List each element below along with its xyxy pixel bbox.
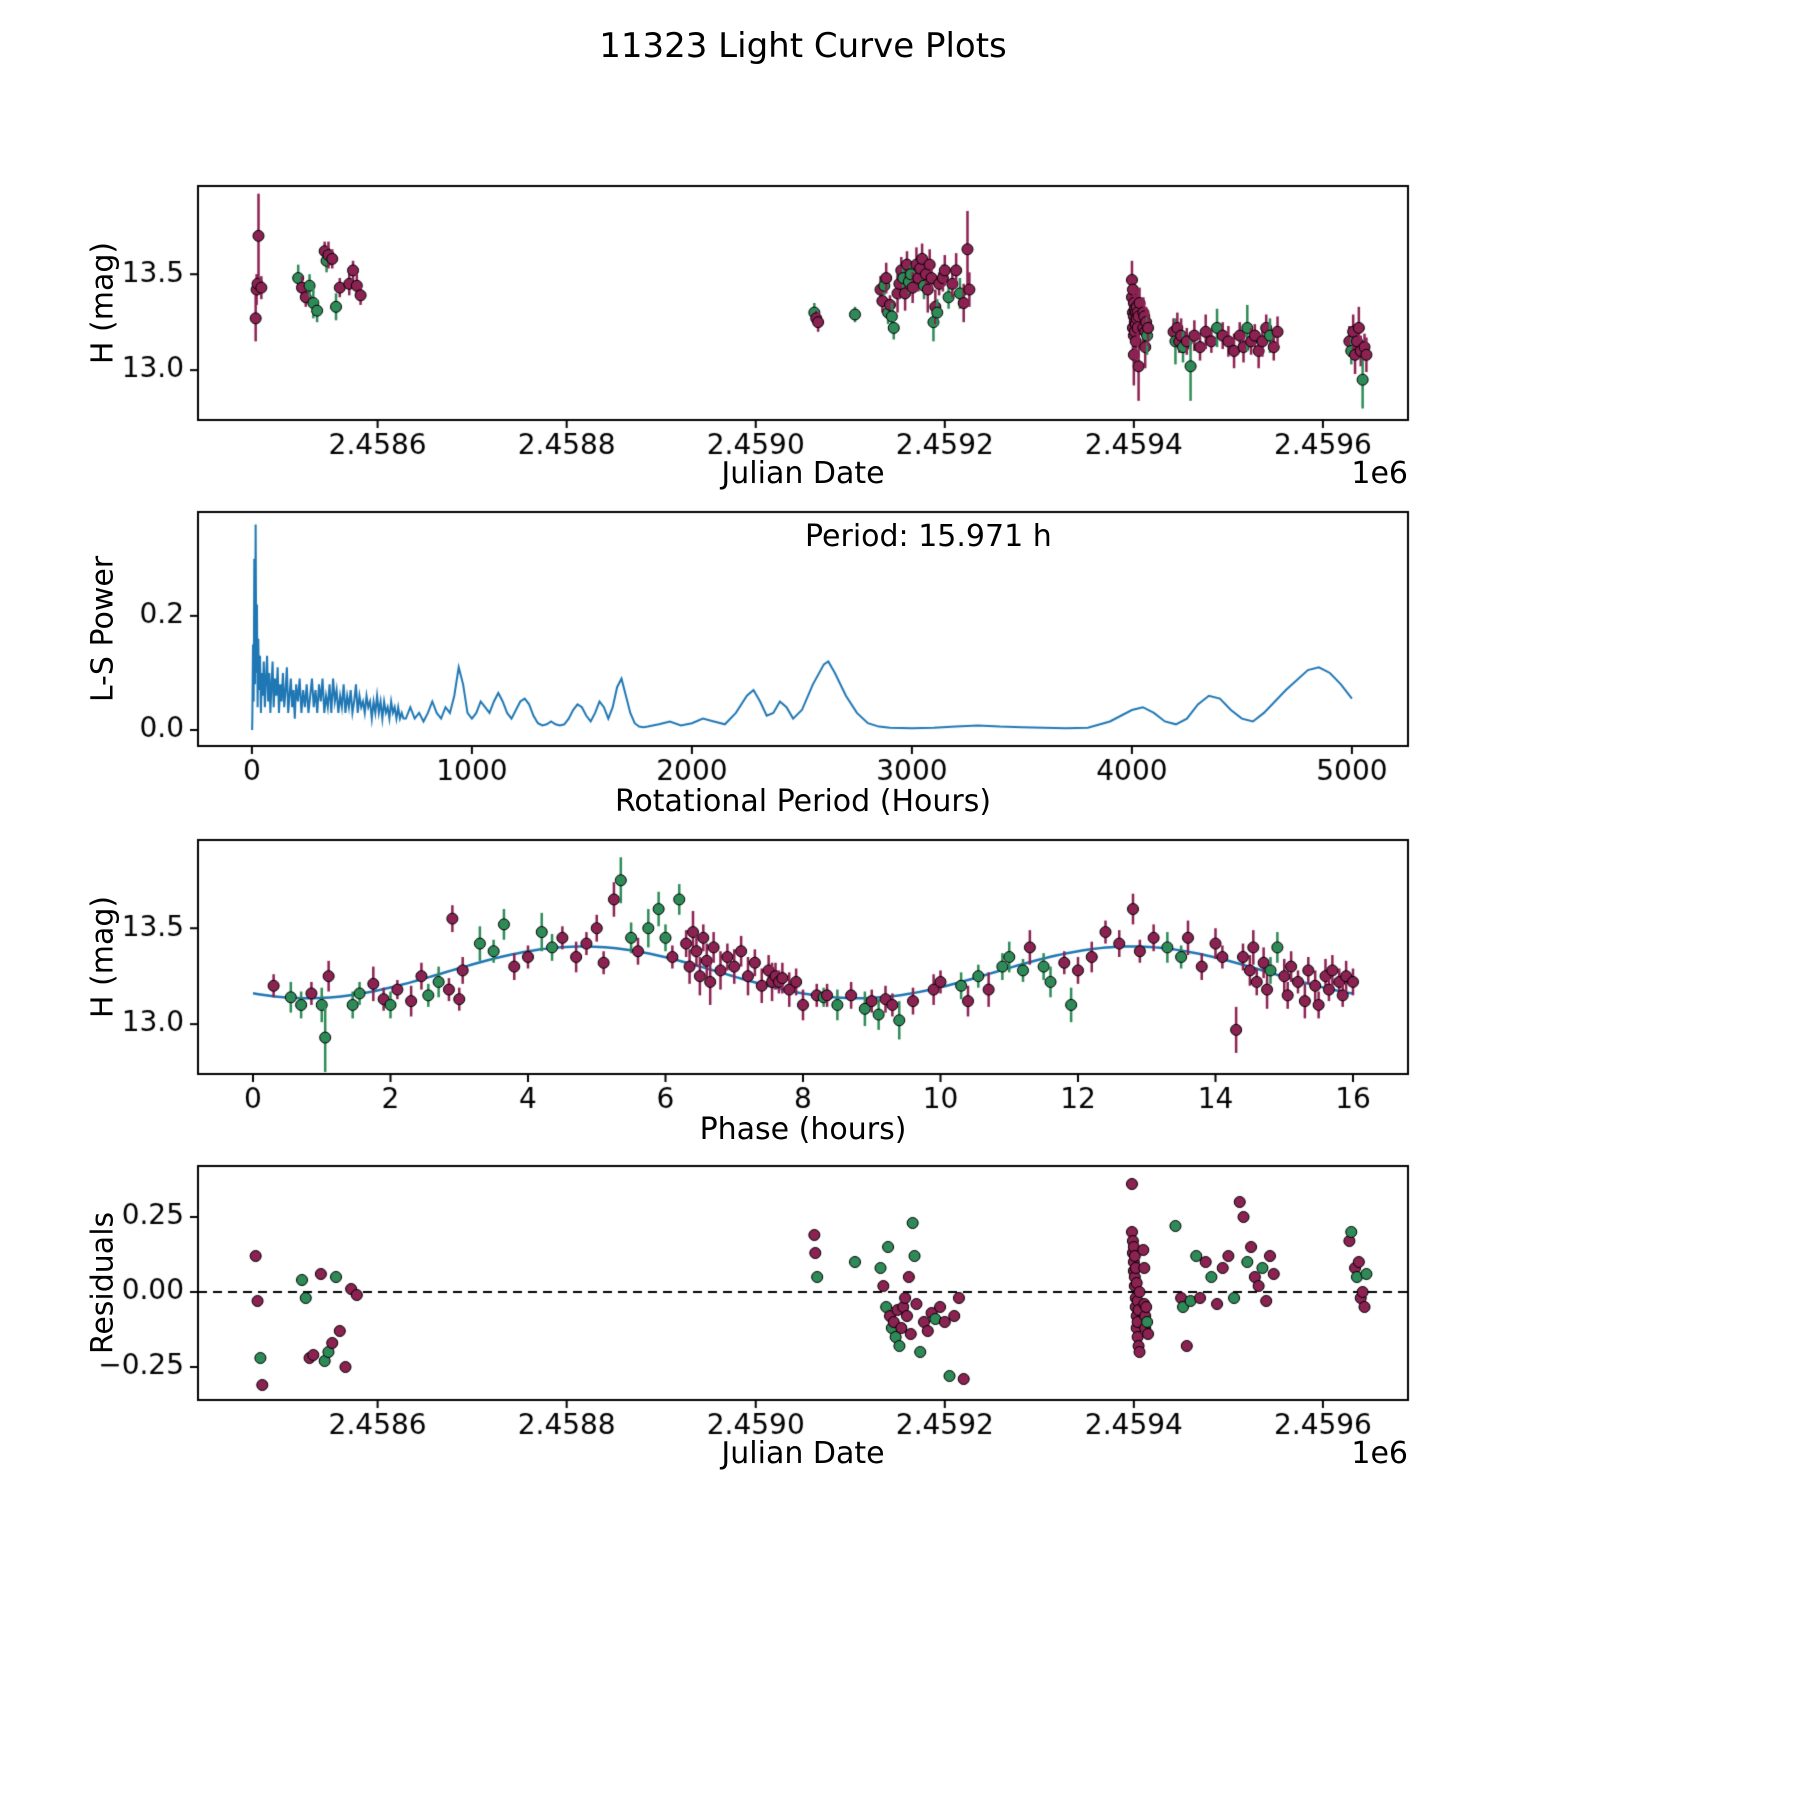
ylabel-residuals: Residuals	[85, 1211, 121, 1355]
ylabel-periodogram: L-S Power	[85, 555, 121, 703]
period-annotation: Period: 15.971 h	[805, 519, 1052, 554]
xlabel-phase: Phase (hours)	[699, 1112, 907, 1147]
ylabel-lightcurve: H (mag)	[85, 241, 121, 365]
offset-label-lightcurve: 1e6	[1351, 456, 1408, 491]
xlabel-residuals: Julian Date	[721, 1436, 885, 1471]
ylabel-phase: H (mag)	[85, 895, 121, 1019]
figure-title: 11323 Light Curve Plots	[599, 26, 1007, 66]
xlabel-lightcurve: Julian Date	[721, 456, 885, 491]
offset-label-residuals: 1e6	[1351, 1436, 1408, 1471]
xlabel-periodogram: Rotational Period (Hours)	[614, 784, 992, 819]
